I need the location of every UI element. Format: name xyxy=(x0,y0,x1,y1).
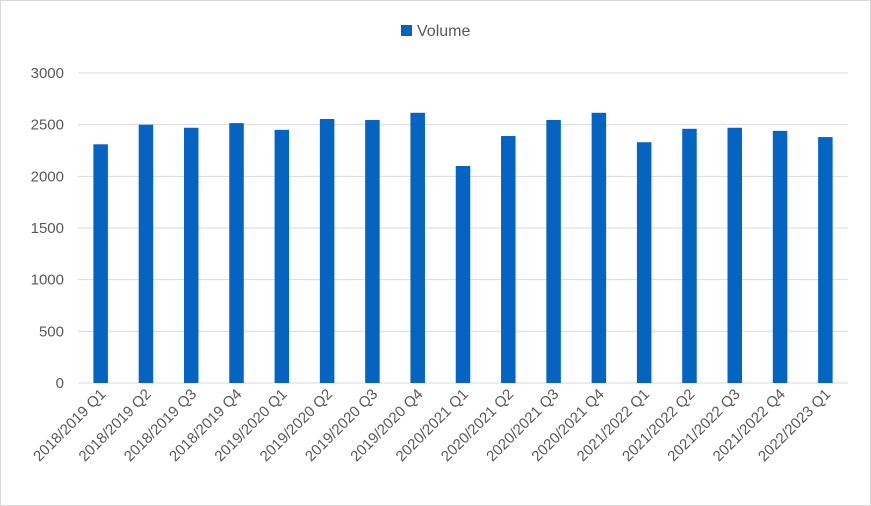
bar xyxy=(546,120,561,384)
bar xyxy=(501,136,516,383)
bar xyxy=(818,137,833,383)
bar xyxy=(229,123,244,383)
bar xyxy=(138,124,154,384)
y-tick-label: 500 xyxy=(39,323,64,340)
legend-swatch xyxy=(401,25,412,36)
bar xyxy=(682,128,697,383)
y-tick-label: 0 xyxy=(56,375,64,392)
bar xyxy=(410,112,425,384)
y-tick-label: 1500 xyxy=(31,220,64,237)
bar xyxy=(183,127,199,384)
y-tick-label: 1000 xyxy=(31,272,64,289)
legend: Volume xyxy=(401,23,470,40)
legend-label: Volume xyxy=(417,23,470,40)
y-tick-label: 2000 xyxy=(31,168,64,185)
bar xyxy=(636,142,652,383)
bar xyxy=(319,118,335,383)
bar xyxy=(772,130,788,383)
bar-series xyxy=(93,112,833,384)
bar xyxy=(455,166,471,383)
y-tick-label: 3000 xyxy=(31,65,64,82)
bar xyxy=(365,120,380,384)
bar xyxy=(93,144,108,383)
bar xyxy=(274,129,290,383)
y-axis-ticks: 0 500 1000 1500 2000 2500 3000 xyxy=(31,65,64,392)
bar xyxy=(591,112,607,384)
y-tick-label: 2500 xyxy=(31,117,64,134)
bar xyxy=(727,127,743,384)
